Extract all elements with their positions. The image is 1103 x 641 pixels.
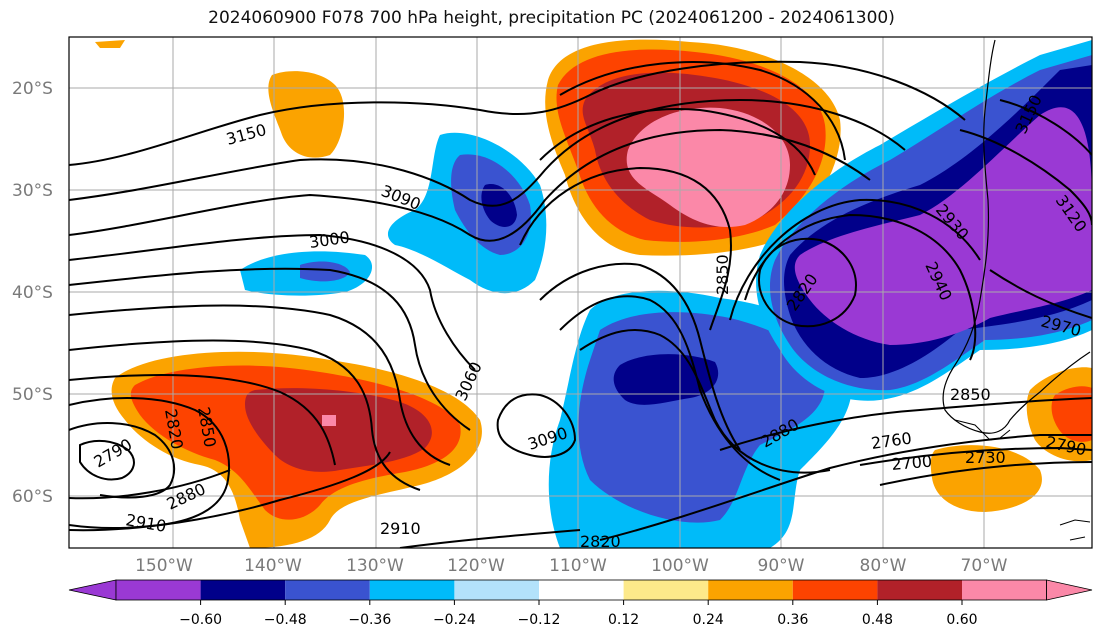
lon-label: 90°W: [758, 556, 805, 576]
colorbar-segment: [708, 580, 793, 600]
contour-line: [599, 434, 1092, 541]
colorbar-frame: [115, 579, 1047, 601]
contour-line: [69, 422, 176, 499]
lon-label: 120°W: [447, 556, 505, 576]
contour-line: [539, 262, 741, 451]
height-contours: [69, 60, 1092, 548]
longitude-labels: 150°W 140°W 130°W 120°W 110°W 100°W 90°W…: [135, 556, 1008, 576]
contour-label: 2850: [713, 254, 732, 295]
map-content: 3150 3090 3000 3060 3090 2850 2820 2790 …: [69, 37, 1092, 551]
lon-label: 70°W: [961, 556, 1008, 576]
precip-fill: [95, 39, 1092, 548]
contour-label: 2730: [965, 448, 1006, 467]
contour-line: [69, 128, 871, 242]
contour-line: [879, 461, 1092, 486]
contour-line: [559, 61, 846, 161]
colorbar-segment: [369, 580, 455, 600]
contour-line: [758, 237, 857, 328]
map-title: 2024060900 F078 700 hPa height, precipit…: [208, 8, 895, 28]
lon-label: 80°W: [860, 556, 907, 576]
lon-label: 130°W: [346, 556, 404, 576]
contour-line: [496, 393, 577, 458]
coastline-south-america: [942, 39, 1091, 434]
colorbar-tick-label: 0.12: [608, 612, 639, 628]
contour-label: 2850: [950, 385, 991, 404]
precip-blob-sw-p5: [322, 415, 336, 426]
lat-label: 20°S: [12, 79, 53, 99]
colorbar-tick-label: −0.12: [518, 612, 561, 628]
contour-line: [399, 529, 581, 548]
contour-line: [729, 198, 981, 321]
contour-label: 2910: [380, 519, 421, 538]
contour-label: 2700: [891, 452, 933, 474]
colorbar-extend-high: [1046, 579, 1093, 601]
colorbar-segment: [116, 580, 201, 600]
coastline-islands: [1059, 519, 1091, 541]
colorbar-segment: [539, 580, 624, 600]
colorbar-segment: [623, 580, 709, 600]
colorbar-segment: [454, 580, 539, 600]
lon-label: 150°W: [135, 556, 193, 576]
colorbar-segment: [200, 580, 286, 600]
colorbar-segment: [962, 580, 1047, 600]
precip-blob-west-n3: [300, 261, 350, 282]
colorbar-tick-label: −0.48: [264, 612, 307, 628]
lat-label: 60°S: [12, 487, 53, 507]
contour-line: [519, 166, 732, 331]
colorbar-tick-labels: −0.60 −0.48 −0.36 −0.24 −0.12 0.12 0.24 …: [179, 612, 977, 628]
contour-labels: 3150 3090 3000 3060 3090 2850 2820 2790 …: [91, 92, 1091, 551]
contour-line: [69, 267, 471, 431]
lon-label: 140°W: [244, 556, 302, 576]
contour-line: [79, 439, 135, 481]
colorbar-tick-label: −0.60: [179, 612, 222, 628]
contour-line: [719, 397, 1092, 451]
colorbar-ticks: [200, 600, 963, 605]
colorbar-extend-low: [68, 579, 117, 601]
lon-label: 100°W: [651, 556, 709, 576]
lat-label: 50°S: [12, 385, 53, 405]
colorbar: −0.60 −0.48 −0.36 −0.24 −0.12 0.12 0.24 …: [68, 579, 1093, 628]
contour-line: [859, 446, 1092, 466]
precip-blob-nw-pos2: [95, 40, 125, 48]
contour-line: [69, 60, 966, 166]
colorbar-tick-label: −0.24: [433, 612, 476, 628]
colorbar-segment: [877, 580, 962, 600]
contour-line: [69, 233, 476, 371]
colorbar-tick-label: 0.48: [862, 612, 893, 628]
contour-line: [69, 451, 391, 532]
contour-line: [559, 295, 781, 481]
contour-line: [539, 108, 816, 176]
map-frame: [68, 36, 1093, 549]
contour-line: [69, 304, 451, 466]
lat-label: 30°S: [12, 181, 53, 201]
precip-blob-sw-p4: [245, 388, 432, 472]
contour-line: [744, 213, 977, 361]
contour-line: [989, 269, 1092, 319]
contour-line: [999, 99, 1092, 156]
latitude-labels: 20°S 30°S 40°S 50°S 60°S: [12, 79, 53, 507]
contour-line: [959, 129, 1092, 226]
contour-line: [579, 329, 831, 474]
precip-blob-east-n1: [794, 107, 1092, 345]
lat-label: 40°S: [12, 283, 53, 303]
colorbar-segment: [285, 580, 370, 600]
precip-blob-north-p5: [626, 107, 790, 228]
colorbar-segment: [792, 580, 878, 600]
contour-label: 2820: [580, 532, 621, 551]
lon-label: 110°W: [549, 556, 607, 576]
contour-line: [69, 374, 336, 466]
colorbar-tick-label: 0.36: [777, 612, 808, 628]
colorbar-tick-label: −0.36: [348, 612, 391, 628]
precip-blob-se-p2: [930, 445, 1042, 512]
contour-line: [69, 98, 906, 207]
colorbar-tick-label: 0.24: [693, 612, 724, 628]
contour-line: [69, 469, 231, 500]
precip-blob-nw-pos: [268, 71, 345, 158]
colorbar-tick-label: 0.60: [946, 612, 977, 628]
contour-line: [69, 339, 421, 491]
